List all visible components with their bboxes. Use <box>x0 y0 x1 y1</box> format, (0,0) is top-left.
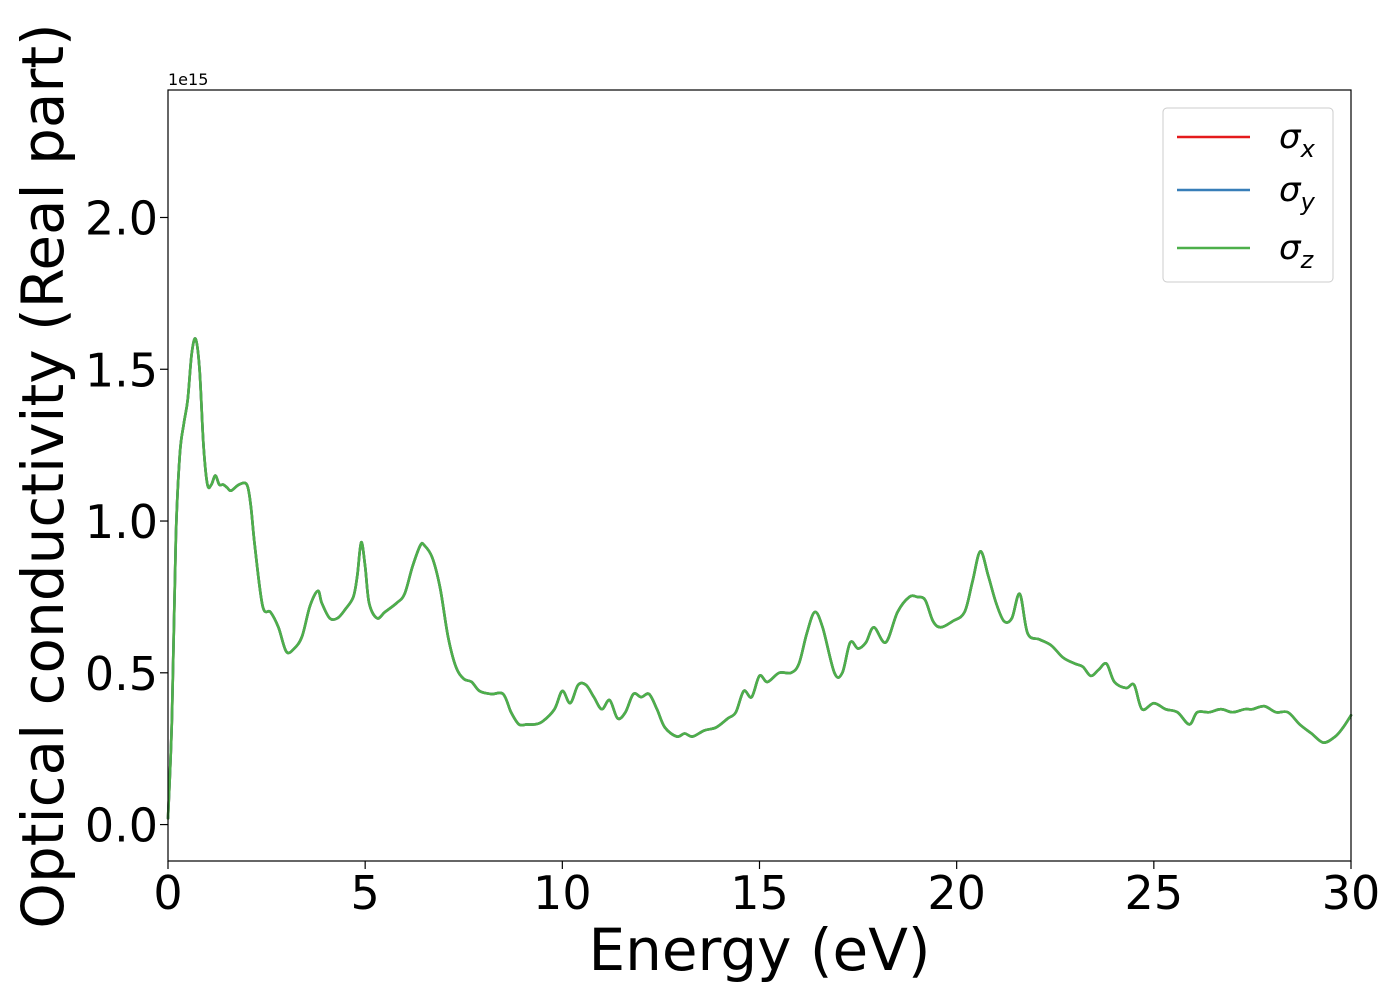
x-tick-label: 15 <box>730 866 789 920</box>
y-offset-label: 1e15 <box>168 70 208 89</box>
legend: σx σy σz <box>1162 107 1334 283</box>
x-tick-label: 25 <box>1125 866 1184 920</box>
x-tick-label: 5 <box>351 866 380 920</box>
x-tick-label: 30 <box>1322 866 1381 920</box>
legend-label-sigma-z: σz <box>1279 228 1315 274</box>
legend-label-sigma-y: σy <box>1279 170 1316 216</box>
legend-label-sigma-x: σx <box>1279 117 1316 163</box>
x-tick-label: 20 <box>927 866 986 920</box>
x-tick-label: 10 <box>533 866 592 920</box>
x-axis-title: Energy (eV) <box>588 916 930 984</box>
x-axis-ticks: 0 5 10 15 20 25 30 <box>153 861 1380 920</box>
y-axis-title: Optical conductivity (Real part) <box>9 23 77 928</box>
y-tick-label: 2.0 <box>85 191 158 245</box>
x-tick-label: 0 <box>153 866 182 920</box>
y-axis-ticks: 0.0 0.5 1.0 1.5 2.0 <box>85 191 168 853</box>
y-tick-label: 0.0 <box>85 799 158 853</box>
series-line-sigma-z <box>166 337 1353 820</box>
y-tick-label: 0.5 <box>85 647 158 701</box>
series-layer <box>166 337 1353 820</box>
y-tick-label: 1.5 <box>85 343 158 397</box>
legend-box <box>1162 107 1334 283</box>
y-tick-label: 1.0 <box>85 495 158 549</box>
